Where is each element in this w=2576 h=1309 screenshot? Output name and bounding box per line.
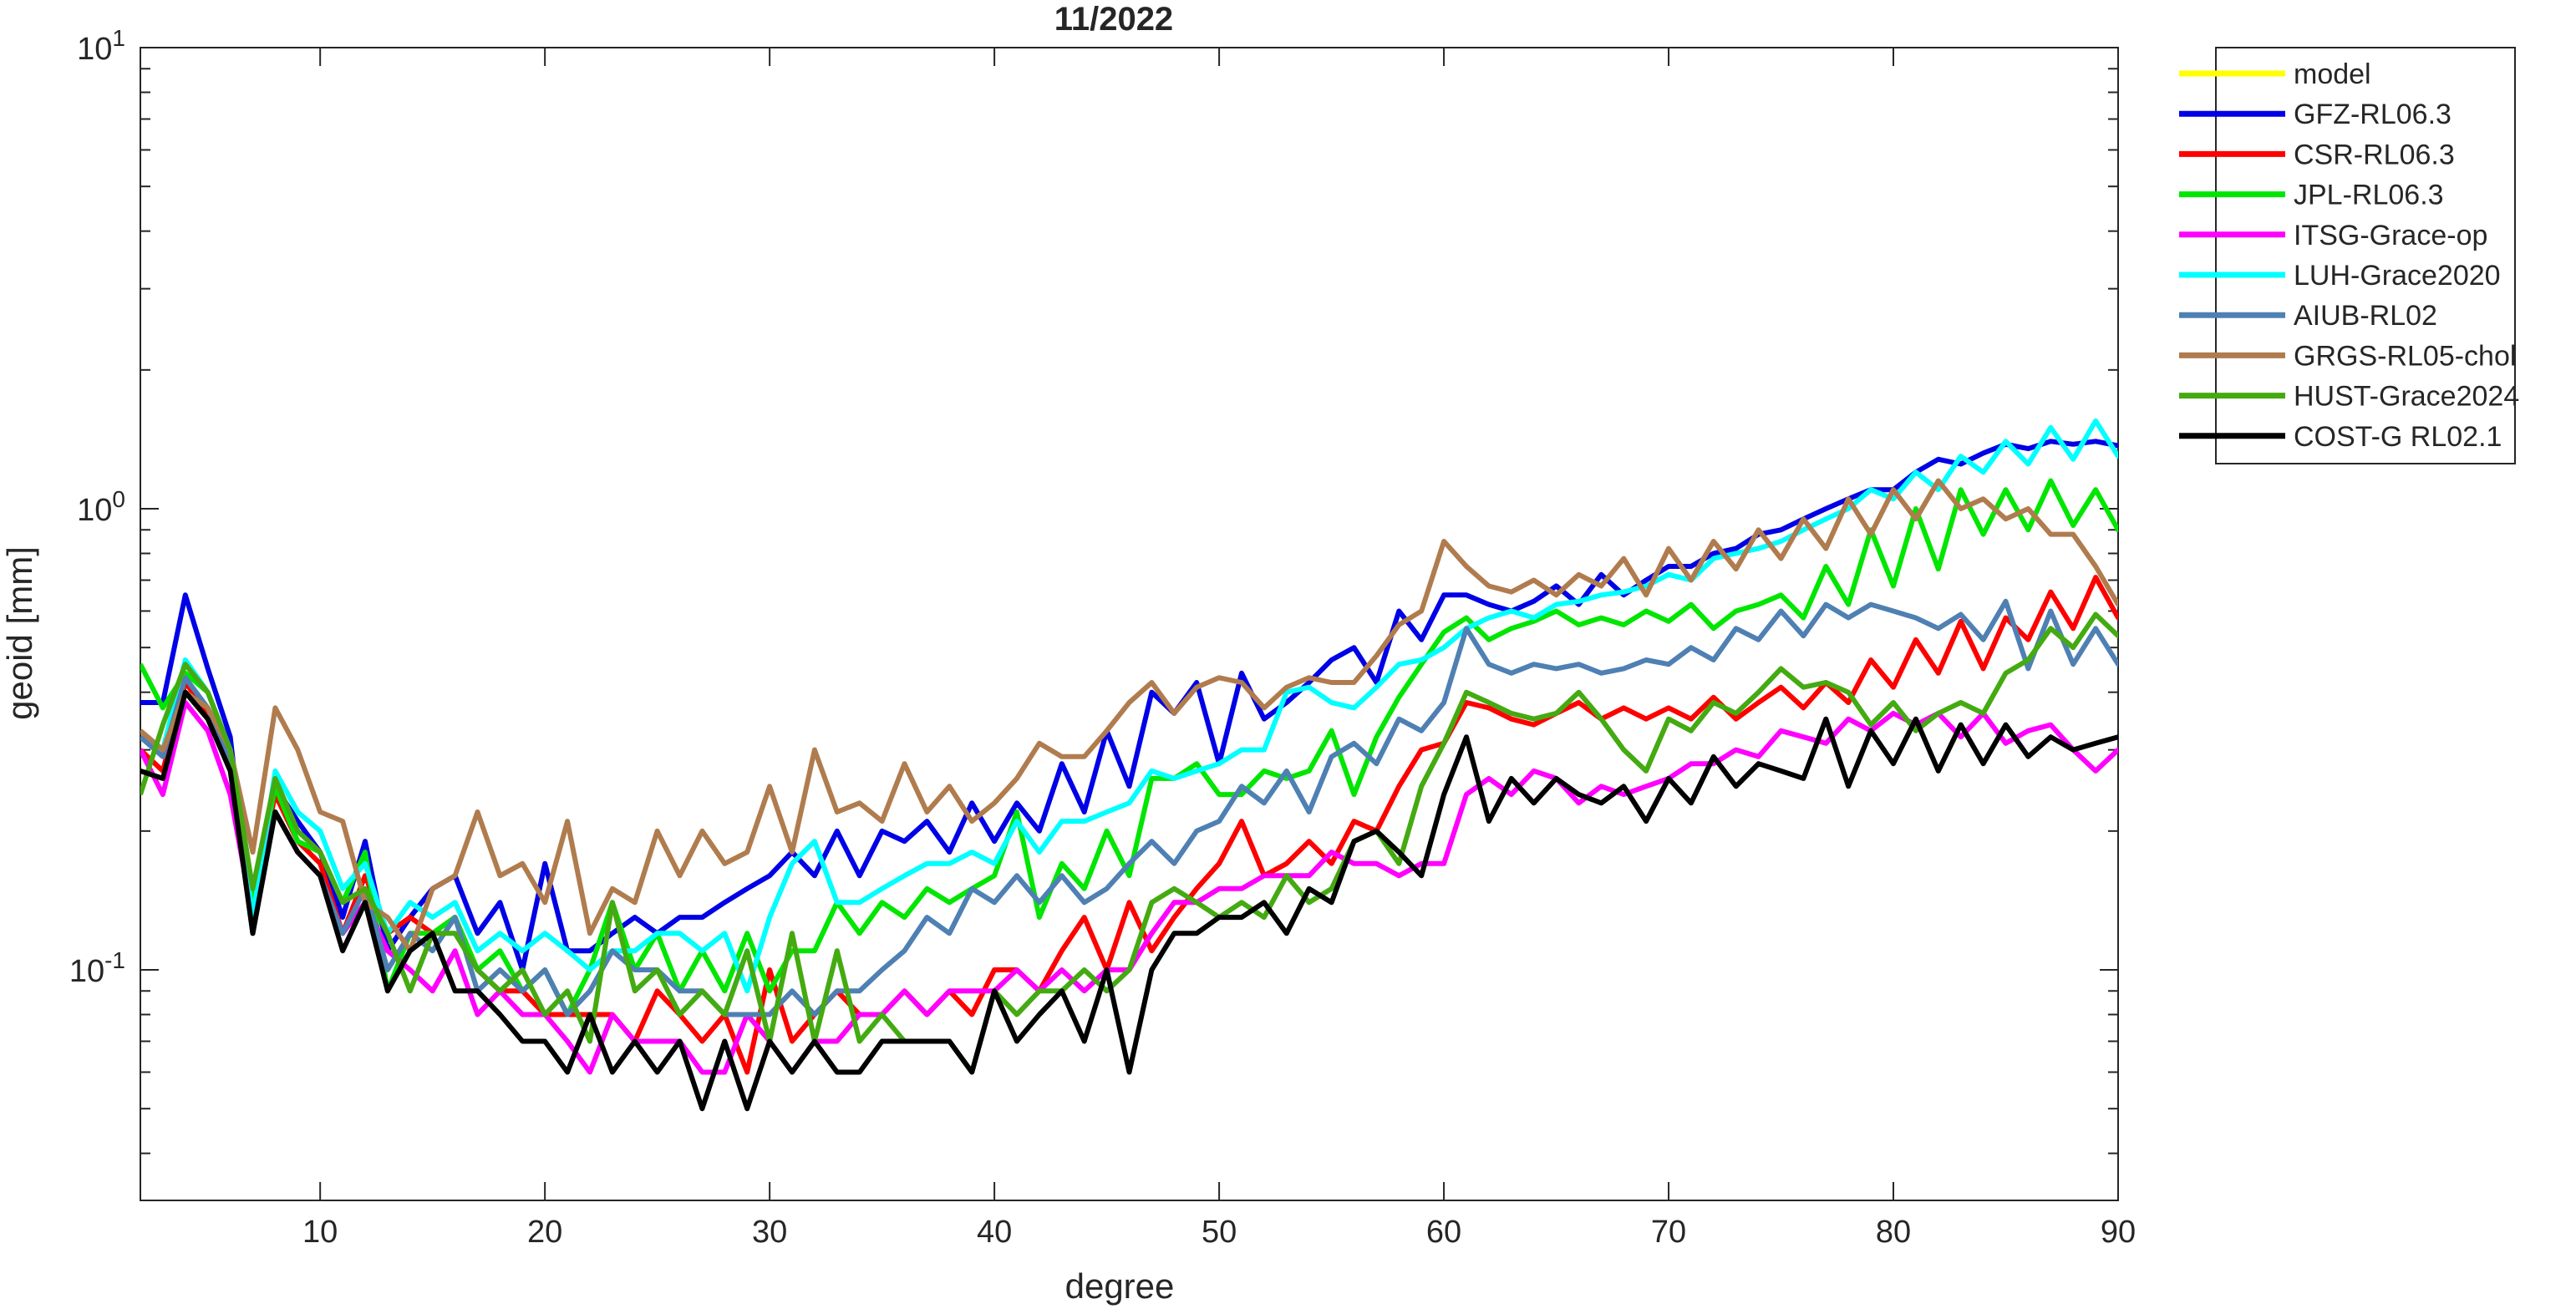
legend-label: GFZ-RL06.3 — [2294, 99, 2452, 130]
y-tick-label: 10-1 — [69, 947, 125, 989]
plot-area — [140, 47, 2119, 1201]
tick-labels: 10 20 30 40 50 60 70 80 90 10-1 100 101 — [69, 25, 2136, 1250]
legend-label: ITSG-Grace-op — [2294, 220, 2487, 251]
x-tick-label: 70 — [1651, 1215, 1686, 1250]
series-line — [140, 439, 2118, 972]
legend-label: model — [2294, 58, 2371, 90]
axes-box — [140, 47, 2119, 1201]
x-tick-label: 50 — [1202, 1215, 1237, 1250]
x-tick-label: 20 — [527, 1215, 562, 1250]
x-tick-label: 60 — [1426, 1215, 1461, 1250]
series-line — [140, 689, 2118, 1112]
y-axis-label: geoid [mm] — [0, 546, 39, 720]
x-tick-label: 10 — [302, 1215, 338, 1250]
series-line — [140, 418, 2118, 994]
chart-title: 11/2022 — [1054, 1, 1173, 38]
legend-label: CSR-RL06.3 — [2294, 139, 2455, 170]
legend-items: model GFZ-RL06.3 CSR-RL06.3 JPL-RL06.3 ITSG-… — [2179, 58, 2519, 453]
x-tick-label: 40 — [977, 1215, 1012, 1250]
legend: model GFZ-RL06.3 CSR-RL06.3 JPL-RL06.3 ITSG-… — [2179, 47, 2519, 464]
legend-label: COST-G RL02.1 — [2294, 421, 2502, 453]
axis-ticks — [140, 47, 2119, 1200]
series-line — [140, 611, 2118, 1075]
series-line — [140, 478, 2118, 954]
legend-label: HUST-Grace2024 — [2294, 381, 2519, 413]
series-lines — [140, 418, 2118, 1112]
x-tick-label: 90 — [2101, 1215, 2136, 1250]
legend-label: AIUB-RL02 — [2294, 300, 2437, 332]
legend-label: JPL-RL06.3 — [2294, 180, 2444, 211]
y-tick-label: 101 — [77, 25, 125, 67]
legend-label: LUH-Grace2020 — [2294, 260, 2501, 292]
x-tick-label: 30 — [752, 1215, 787, 1250]
x-axis-label: degree — [1065, 1266, 1175, 1306]
series-line — [140, 700, 2118, 1075]
y-tick-label: 100 — [77, 486, 125, 528]
x-tick-label: 80 — [1876, 1215, 1911, 1250]
legend-label: GRGS-RL05-chol — [2294, 340, 2516, 372]
